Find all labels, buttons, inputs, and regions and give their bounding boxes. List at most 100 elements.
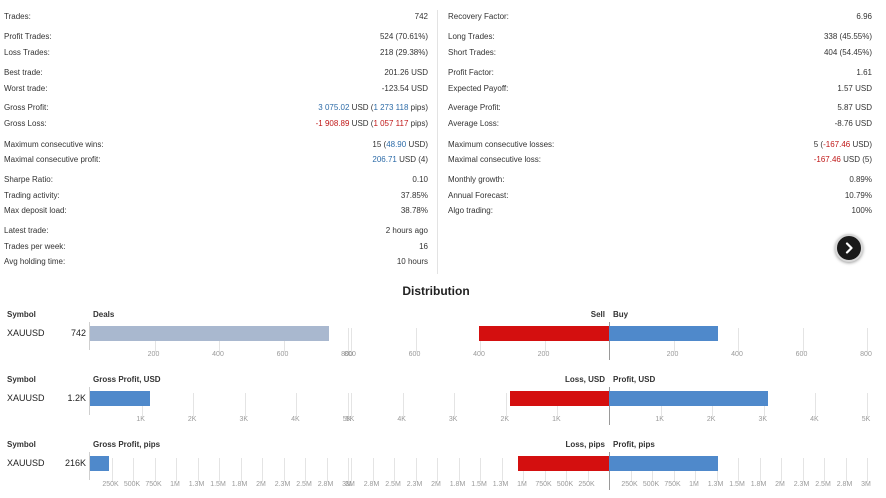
stat-value-part: pips) bbox=[408, 103, 428, 112]
stat-label: Latest trade: bbox=[4, 226, 49, 235]
stat-value: 201.26 USD bbox=[384, 68, 428, 77]
gridline bbox=[867, 393, 868, 417]
gridline bbox=[415, 328, 417, 352]
profit-bar bbox=[609, 391, 768, 406]
symbol-value: XAUUSD bbox=[7, 458, 45, 468]
tick-label: 250K bbox=[578, 481, 595, 488]
stat-row: Average Profit: 5.87 USD bbox=[448, 102, 872, 114]
tick-label: 1.8M bbox=[750, 481, 767, 488]
tick-label: 2.8M bbox=[836, 481, 853, 488]
stat-label: Maximal consecutive loss: bbox=[448, 155, 541, 164]
tick-label: 1.8M bbox=[231, 481, 248, 488]
stat-label: Recovery Factor: bbox=[448, 12, 509, 21]
main-bar bbox=[90, 326, 330, 341]
gridline bbox=[244, 393, 246, 417]
stat-label: Profit Factor: bbox=[448, 68, 494, 77]
stat-value-part: USD) bbox=[406, 140, 428, 149]
tick-label: 800 bbox=[344, 351, 356, 358]
stat-row: Algo trading: 100% bbox=[448, 205, 872, 217]
tick-label: 1.5M bbox=[210, 481, 226, 488]
gridline bbox=[815, 393, 817, 417]
stat-label: Gross Profit: bbox=[4, 103, 49, 112]
tick-label: 600 bbox=[795, 351, 808, 358]
tick-label: 1.3M bbox=[492, 481, 509, 488]
tick-label: 1.5M bbox=[471, 481, 487, 488]
stat-value: 10.79% bbox=[844, 191, 872, 200]
stat-value: 6.96 bbox=[856, 12, 872, 21]
stat-value: 218 (29.38%) bbox=[379, 48, 428, 57]
distribution-row: Symbol XAUUSD 742 Deals Sell Buy 200 400 600 800 8… bbox=[0, 310, 886, 370]
stat-value: 1.57 USD bbox=[837, 84, 872, 93]
tick-label: 4K bbox=[397, 416, 406, 423]
chevron-right-icon bbox=[845, 242, 853, 254]
stat-value: 5 (-167.46 USD) bbox=[814, 139, 872, 151]
gridline bbox=[133, 458, 134, 482]
stat-value: -1 908.89 USD (1 057 117 pips) bbox=[316, 118, 428, 130]
symbol-header: Symbol bbox=[7, 440, 36, 449]
stat-value: 0.89% bbox=[849, 175, 872, 184]
tick-label: 1.5M bbox=[729, 481, 745, 488]
stat-row: Gross Loss: -1 908.89 USD (1 057 117 pips… bbox=[4, 118, 428, 130]
stat-label: Expected Payoff: bbox=[448, 84, 509, 93]
gridline bbox=[454, 393, 456, 417]
gridline bbox=[437, 458, 438, 482]
tick-label: 1K bbox=[655, 416, 664, 423]
gridline bbox=[867, 328, 868, 352]
stat-row: Trades: 742 bbox=[4, 11, 428, 23]
stat-label: Short Trades: bbox=[448, 48, 497, 57]
stat-label: Trades: bbox=[4, 12, 31, 21]
stat-row: Worst trade: -123.54 USD bbox=[4, 83, 428, 95]
symbol-header: Symbol bbox=[7, 375, 36, 384]
gridline bbox=[458, 458, 460, 482]
tick-label: 400 bbox=[212, 351, 224, 358]
tick-label: 800 bbox=[341, 351, 353, 358]
stat-value: 10 hours bbox=[396, 257, 428, 266]
stat-value-part: 3 075.02 bbox=[318, 103, 350, 112]
tick-label: 400 bbox=[731, 351, 743, 358]
tick-label: 5K bbox=[342, 416, 352, 423]
stat-value-part: 206.71 bbox=[372, 155, 397, 164]
stat-value-part: USD) bbox=[850, 140, 872, 149]
tick-label: 2K bbox=[500, 416, 510, 423]
tick-label: 750K bbox=[664, 481, 681, 488]
stat-row: Annual Forecast: 10.79% bbox=[448, 190, 872, 202]
stat-value: -123.54 USD bbox=[381, 84, 428, 93]
stat-label: Trades per week: bbox=[4, 242, 66, 251]
stat-label: Algo trading: bbox=[448, 206, 493, 215]
stat-label: Annual Forecast: bbox=[448, 191, 509, 200]
gridline bbox=[867, 458, 868, 482]
gridline bbox=[372, 458, 374, 482]
scroll-right-button[interactable] bbox=[835, 234, 863, 262]
tick-label: 750K bbox=[145, 481, 162, 488]
tick-label: 3K bbox=[758, 416, 768, 423]
tick-label: 1M bbox=[170, 481, 180, 488]
stat-row: Loss Trades: 218 (29.38%) bbox=[4, 47, 428, 59]
symbol-separator bbox=[89, 322, 90, 350]
stat-value-part: 5 ( bbox=[813, 140, 824, 149]
gridline bbox=[240, 458, 242, 482]
stat-value: 16 bbox=[419, 242, 428, 251]
stat-value: 100% bbox=[851, 206, 872, 215]
loss-bar bbox=[518, 456, 609, 471]
stat-value-part: 48.90 bbox=[386, 140, 407, 149]
stat-label: Average Loss: bbox=[448, 119, 499, 128]
stat-row: Maximum consecutive losses: 5 (-167.46 US… bbox=[448, 139, 872, 151]
stat-row: Gross Profit: 3 075.02 USD (1 273 118 pip… bbox=[4, 102, 428, 114]
total-value: 742 bbox=[70, 328, 86, 338]
center-line bbox=[609, 322, 610, 360]
tick-label: 2M bbox=[775, 481, 785, 488]
stat-row: Maximal consecutive profit: 206.71 USD (4… bbox=[4, 154, 428, 166]
stat-row: Long Trades: 338 (45.55%) bbox=[448, 31, 872, 43]
stat-row: Best trade: 201.26 USD bbox=[4, 67, 428, 79]
stat-label: Best trade: bbox=[4, 68, 43, 77]
gridline bbox=[197, 458, 199, 482]
stat-value-part: USD ( bbox=[349, 103, 374, 112]
tick-label: 4K bbox=[810, 416, 819, 423]
tick-label: 2.3M bbox=[406, 481, 423, 488]
tick-label: 3M bbox=[342, 481, 352, 488]
gridline bbox=[738, 328, 739, 352]
total-value: 216K bbox=[64, 458, 86, 468]
stat-value: 37.85% bbox=[400, 191, 428, 200]
tick-label: 600 bbox=[276, 351, 289, 358]
tick-label: 2K bbox=[706, 416, 716, 423]
